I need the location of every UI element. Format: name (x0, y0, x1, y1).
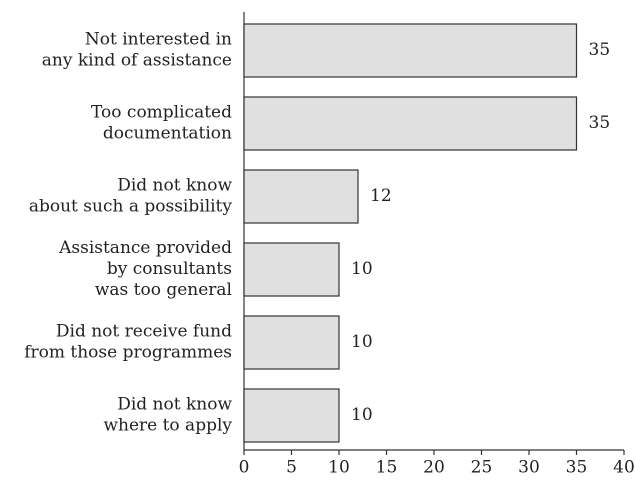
y-tick-label: documentation (103, 124, 232, 144)
value-label: 35 (589, 40, 611, 60)
x-tick-label: 15 (376, 458, 398, 478)
x-tick-label: 0 (239, 458, 250, 478)
y-tick-label: Not interested in (85, 30, 232, 50)
y-tick-label: Did not know (117, 395, 232, 415)
bar (243, 315, 340, 370)
x-tick-label: 30 (518, 458, 540, 478)
value-label: 10 (351, 259, 373, 279)
x-tick-label: 5 (286, 458, 297, 478)
bar (243, 242, 340, 297)
y-tick-label: Did not receive fund (56, 322, 232, 342)
y-tick-label: from those programmes (24, 343, 232, 363)
y-tick-label: Assistance provided (58, 238, 232, 258)
y-tick-label: about such a possibility (29, 197, 233, 217)
value-label: 12 (370, 186, 392, 206)
x-tick-label: 25 (471, 458, 493, 478)
x-tick-label: 20 (423, 458, 445, 478)
bar (243, 96, 578, 151)
y-tick-label: where to apply (103, 416, 232, 436)
x-tick-label: 40 (613, 458, 635, 478)
value-label: 10 (351, 405, 373, 425)
y-tick-label: any kind of assistance (42, 51, 232, 71)
y-tick-label: Did not know (117, 176, 232, 196)
bar (243, 169, 359, 224)
bar (243, 23, 578, 78)
y-tick-label: Too complicated (91, 103, 232, 123)
y-tick-label: by consultants (107, 259, 232, 279)
bar (243, 388, 340, 443)
y-tick-label: was too general (95, 280, 232, 300)
value-label: 10 (351, 332, 373, 352)
value-label: 35 (589, 113, 611, 133)
x-tick-label: 35 (566, 458, 588, 478)
x-tick-label: 10 (328, 458, 350, 478)
